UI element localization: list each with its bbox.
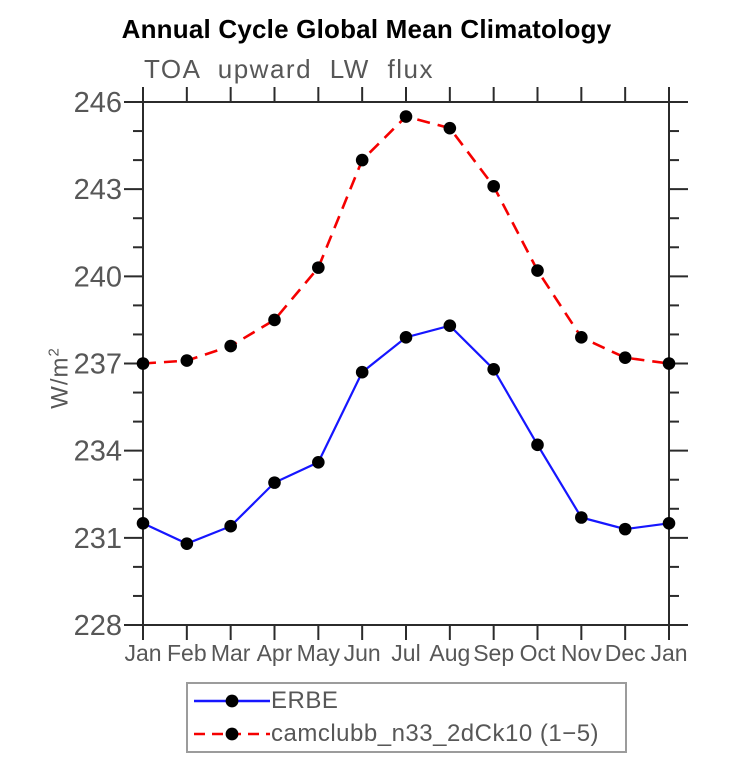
plot-frame: [142, 101, 670, 626]
x-tick-label: Apr: [257, 640, 293, 666]
x-tick-label: May: [297, 640, 341, 666]
data-point-marker: [312, 261, 325, 274]
data-point-marker: [575, 511, 588, 524]
data-point-marker: [531, 438, 544, 452]
x-tick-label: Oct: [520, 640, 556, 666]
data-point-marker: [268, 476, 281, 489]
x-tick-label: Jul: [391, 640, 420, 666]
data-point-marker: [531, 264, 544, 277]
y-tick-label: 243: [74, 174, 122, 206]
y-tick-label: 246: [74, 87, 122, 119]
legend-line-sample-solid: [194, 694, 270, 708]
legend-line-sample-dashed: [194, 727, 270, 741]
data-point-marker: [662, 517, 676, 530]
legend-item-erbe: ERBE: [193, 686, 625, 716]
data-point-marker: [355, 365, 369, 379]
x-tick-label: Sep: [473, 640, 514, 666]
data-point-marker: [662, 357, 676, 370]
data-point-marker: [618, 522, 632, 536]
y-tick-label: 234: [74, 436, 122, 468]
x-tick-label: Mar: [211, 640, 251, 666]
legend-marker-dot: [225, 727, 239, 741]
data-point-marker: [136, 517, 150, 530]
data-point-marker: [136, 357, 150, 370]
data-point-marker: [575, 331, 588, 344]
data-point-marker: [443, 121, 457, 135]
data-point-marker: [224, 519, 237, 533]
x-tick-label: Feb: [167, 640, 207, 666]
series-line: [142, 115, 670, 365]
data-point-marker: [180, 537, 194, 550]
data-point-marker: [487, 179, 500, 193]
data-point-marker: [443, 319, 457, 333]
data-point-marker: [312, 455, 325, 469]
data-point-marker: [618, 351, 632, 364]
legend-item-camclubb: camclubb_n33_2dCk10 (1−5): [193, 719, 625, 749]
y-tick-label: 240: [74, 261, 122, 293]
data-point-marker: [487, 363, 500, 376]
y-tick-label: 228: [74, 610, 122, 642]
x-tick-label: Jan: [650, 640, 687, 666]
data-point-marker: [224, 339, 237, 353]
series-camclubb-n33-2dck10-1-5-: [136, 110, 676, 370]
series-line: [142, 324, 670, 545]
y-tick-label: 237: [74, 349, 122, 381]
x-tick-label: Jan: [124, 640, 161, 666]
data-point-marker: [180, 354, 194, 367]
axes: [124, 87, 688, 640]
x-tick-label: Dec: [605, 640, 646, 666]
series-erbe: [136, 319, 676, 550]
data-point-marker: [268, 313, 281, 327]
chart-title: Annual Cycle Global Mean Climatology: [121, 14, 612, 44]
data-point-marker: [399, 331, 413, 344]
legend-label-camclubb: camclubb_n33_2dCk10 (1−5): [271, 720, 600, 747]
data-point-marker: [399, 110, 413, 123]
x-tick-label: Nov: [561, 640, 602, 666]
y-tick-label: 231: [74, 523, 122, 555]
x-tick-label: Aug: [429, 640, 470, 666]
legend: ERBE camclubb_n33_2dCk10 (1−5): [186, 682, 627, 753]
data-point-marker: [355, 153, 369, 167]
x-tick-label: Jun: [344, 640, 381, 666]
legend-label-erbe: ERBE: [271, 687, 339, 714]
legend-marker-dot: [225, 694, 239, 708]
chart-subtitle: TOA upward LW flux: [144, 54, 435, 84]
